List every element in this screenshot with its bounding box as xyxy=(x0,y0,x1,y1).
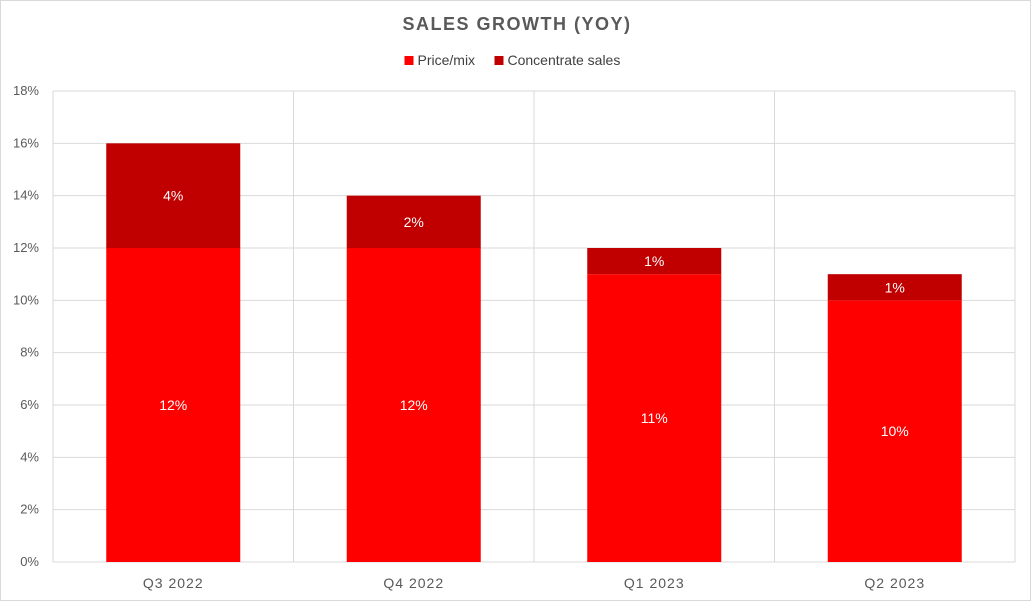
bar-segment xyxy=(346,248,481,562)
bar-segment xyxy=(346,195,481,248)
bar-segment xyxy=(106,143,241,248)
y-tick-label: 14% xyxy=(13,188,39,203)
bar-segment xyxy=(587,248,722,275)
bar-segment xyxy=(827,274,962,301)
legend-label: Concentrate sales xyxy=(508,52,621,68)
bar-segment xyxy=(106,248,241,562)
chart-title: SALES GROWTH (YOY) xyxy=(403,14,632,34)
data-label: 12% xyxy=(159,397,187,413)
x-tick-label: Q4 2022 xyxy=(383,575,444,591)
y-tick-label: 4% xyxy=(20,449,39,464)
bar-segment xyxy=(827,300,962,562)
legend-swatch xyxy=(404,56,414,65)
bars: 12% 4% 12% 2% 11% 1% 10% 1% xyxy=(106,143,962,562)
x-axis: Q3 2022 Q4 2022 Q1 2023 Q2 2023 xyxy=(143,575,925,591)
data-label: 4% xyxy=(163,188,183,204)
data-label: 12% xyxy=(400,397,428,413)
data-label: 1% xyxy=(885,279,905,295)
y-tick-label: 2% xyxy=(20,502,39,517)
y-tick-label: 12% xyxy=(13,240,39,255)
x-tick-label: Q2 2023 xyxy=(864,575,925,591)
legend: Price/mix Concentrate sales xyxy=(404,52,621,68)
y-tick-label: 6% xyxy=(20,397,39,412)
y-axis: 0% 2% 4% 6% 8% 10% 12% 14% 16% 18% xyxy=(13,83,39,569)
legend-swatch xyxy=(494,56,504,65)
data-label: 10% xyxy=(881,423,909,439)
data-label: 11% xyxy=(641,410,668,426)
y-tick-label: 10% xyxy=(13,292,39,307)
x-tick-label: Q1 2023 xyxy=(624,575,685,591)
x-tick-label: Q3 2022 xyxy=(143,575,204,591)
y-tick-label: 8% xyxy=(20,345,39,360)
data-label: 1% xyxy=(644,253,664,269)
legend-label: Price/mix xyxy=(418,52,476,68)
data-label: 2% xyxy=(404,214,424,230)
bar-segment xyxy=(587,274,722,562)
y-tick-label: 0% xyxy=(20,554,39,569)
y-tick-label: 16% xyxy=(13,135,39,150)
y-tick-label: 18% xyxy=(13,83,39,98)
